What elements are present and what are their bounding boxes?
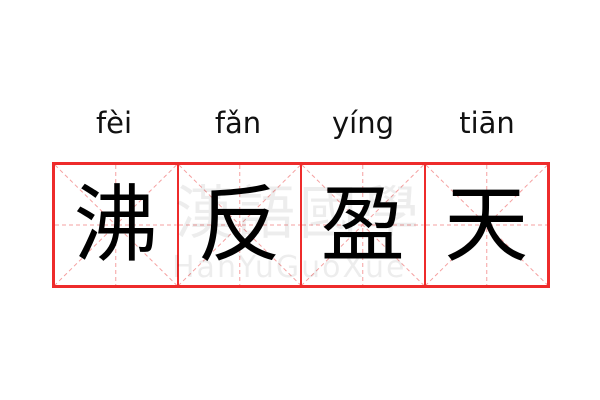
guide-lines: [179, 165, 301, 285]
watermark-latin: HanYuGuoXue: [172, 250, 407, 285]
grid-cell: 天: [426, 165, 548, 285]
guide-lines: [302, 165, 424, 285]
character: 反: [197, 176, 282, 274]
grid-cell: 反: [179, 165, 302, 285]
character-grid: 沸 反 盈 天: [52, 162, 550, 288]
guide-lines: [55, 165, 177, 285]
pinyin-2: yíng: [331, 106, 394, 140]
grid-cell: 盈: [302, 165, 426, 285]
character: 天: [444, 176, 529, 274]
pinyin-3: tiān: [459, 106, 515, 140]
character: 沸: [73, 176, 158, 274]
pinyin-1: fǎn: [214, 106, 262, 140]
grid-cell: 沸: [55, 165, 179, 285]
pinyin-0: fèi: [95, 106, 133, 140]
watermark-chars: 漢語國學: [175, 179, 424, 247]
character: 盈: [320, 176, 405, 274]
guide-lines: [426, 165, 548, 285]
